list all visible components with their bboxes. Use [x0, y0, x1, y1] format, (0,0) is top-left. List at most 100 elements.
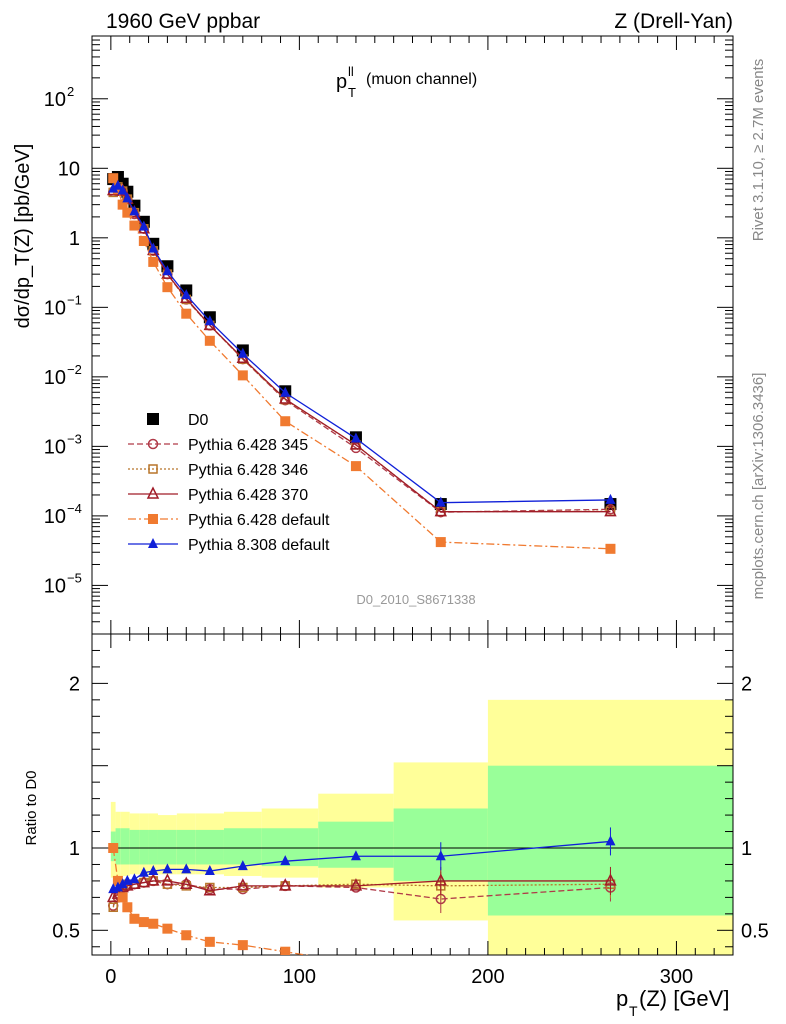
- header-left: 1960 GeV ppbar: [106, 10, 260, 33]
- ratio-point: [604, 873, 617, 886]
- data-point: [117, 199, 128, 210]
- y-tick-label: 10 −4: [44, 501, 82, 528]
- legend-marker: [148, 538, 158, 548]
- ratio-point: [129, 873, 140, 884]
- data-point: [279, 391, 292, 404]
- ratio-point: [204, 936, 215, 947]
- data-point: [122, 192, 133, 203]
- band-stat: [157, 829, 177, 865]
- data-point: [129, 205, 140, 216]
- ratio-point: [162, 923, 173, 934]
- y-tick-label: 10 −5: [44, 570, 82, 597]
- data-point: [112, 179, 123, 190]
- ratio-point: [203, 883, 217, 896]
- ratio-point: [204, 865, 215, 876]
- ratio-ylabel: Ratio to D0: [23, 770, 40, 845]
- ratio-point: [112, 875, 123, 886]
- ratio-point: [161, 873, 174, 886]
- ratio-point: [236, 878, 250, 891]
- data-point: [604, 503, 617, 517]
- y-tick-base: 10: [44, 89, 66, 111]
- band-stat: [129, 829, 140, 865]
- xlabel-rest: (Z) [GeV]: [639, 986, 729, 1011]
- legend-entry: Pythia 8.308 default: [128, 537, 330, 554]
- plot-title: p T ll (muon channel): [336, 64, 477, 100]
- ratio-point: [280, 946, 291, 955]
- data-point: [237, 347, 248, 358]
- ratio-series-4: [108, 827, 616, 894]
- legend-label: Pythia 6.428 370: [188, 487, 308, 504]
- ratio-point: [181, 930, 192, 941]
- band-stat: [148, 829, 158, 865]
- data-point: [349, 437, 363, 450]
- data-point: [350, 461, 361, 472]
- ratio-point: [147, 873, 160, 886]
- y-tick-base: 10: [44, 297, 66, 319]
- ratio-point: [237, 940, 248, 951]
- ratio-point: [138, 917, 149, 928]
- ratio-point: [108, 843, 119, 853]
- ratio-point: [605, 975, 615, 985]
- ratio-point: [148, 918, 159, 929]
- data-point: [280, 386, 291, 397]
- ratio-point: [117, 892, 128, 903]
- data-point: [148, 242, 159, 253]
- ratio-point: [280, 855, 291, 866]
- ratio-point: [122, 902, 133, 913]
- data-point: [434, 503, 447, 517]
- band-stat: [124, 828, 130, 865]
- xlabel-sub: T: [629, 1003, 638, 1019]
- ratio-y-tick-label-right: 0.5: [741, 920, 769, 942]
- y-tick-exp: −3: [67, 431, 82, 446]
- ratio-point: [436, 966, 446, 976]
- data-point: [162, 282, 173, 293]
- data-point: [129, 220, 140, 231]
- ratio-point: [279, 878, 292, 891]
- ratio-y-tick-label: 2: [69, 673, 80, 695]
- analysis-watermark: D0_2010_S8671338: [356, 592, 475, 607]
- y-tick-base: 10: [44, 506, 66, 528]
- data-point: [605, 493, 616, 504]
- ratio-y-tick-label: 1: [69, 838, 80, 860]
- series-0: [107, 170, 617, 511]
- ratio-point: [180, 876, 193, 889]
- band-stat: [139, 829, 149, 865]
- xlabel-p: p: [616, 986, 628, 1011]
- x-tick-label: 100: [283, 966, 316, 988]
- ratio-y-tick-label: 0.5: [52, 920, 80, 942]
- ratio-uncertainty-bands: [110, 699, 733, 955]
- series-5: [108, 179, 616, 507]
- legend-entry: D0: [147, 412, 209, 429]
- title-p: p: [336, 71, 347, 93]
- x-tick-label: 0: [105, 966, 116, 988]
- rivet-label: Rivet 3.1.10, ≥ 2.7M events: [750, 59, 767, 242]
- data-point: [108, 182, 119, 193]
- data-point: [108, 173, 119, 184]
- data-point: [280, 416, 291, 427]
- legend-marker: [147, 413, 159, 425]
- data-point: [605, 543, 616, 554]
- legend-label: Pythia 6.428 345: [188, 437, 308, 454]
- ratio-series-3: [108, 843, 615, 985]
- y-tick-label: 10 −2: [44, 362, 82, 389]
- y-tick-label: 10 2: [44, 84, 74, 111]
- data-point: [181, 308, 192, 319]
- legend-label: Pythia 6.428 346: [188, 462, 308, 479]
- y-tick-base: 10: [44, 367, 66, 389]
- legend: D0 Pythia 6.428 345 Pythia 6.428 346 Pythia…: [128, 412, 330, 554]
- series-2: [108, 182, 616, 517]
- legend-marker: [146, 486, 160, 499]
- y-tick-exp: −4: [67, 501, 82, 516]
- mcplots-label: mcplots.cern.ch [arXiv:1306.3436]: [750, 373, 767, 600]
- series-4: [108, 173, 616, 554]
- ratio-panel-axes: 0 100 200 300 0.5 0.5 1 1 2 2: [52, 633, 769, 988]
- ratio-point: [117, 878, 128, 889]
- ratio-point: [112, 881, 123, 892]
- band-stat: [120, 828, 125, 865]
- y-tick-label: 1: [69, 228, 80, 250]
- legend-entry: Pythia 6.428 370: [128, 486, 308, 504]
- legend-label: Pythia 6.428 default: [188, 512, 330, 529]
- y-tick-base: 10: [44, 436, 66, 458]
